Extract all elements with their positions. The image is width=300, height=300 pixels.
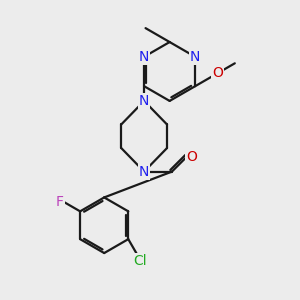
Text: N: N [190,50,200,64]
Text: N: N [139,94,149,108]
Text: N: N [139,50,149,64]
Text: Cl: Cl [134,254,147,268]
Text: O: O [186,150,197,164]
Text: O: O [212,66,223,80]
Text: N: N [139,165,149,178]
Text: F: F [56,194,64,208]
